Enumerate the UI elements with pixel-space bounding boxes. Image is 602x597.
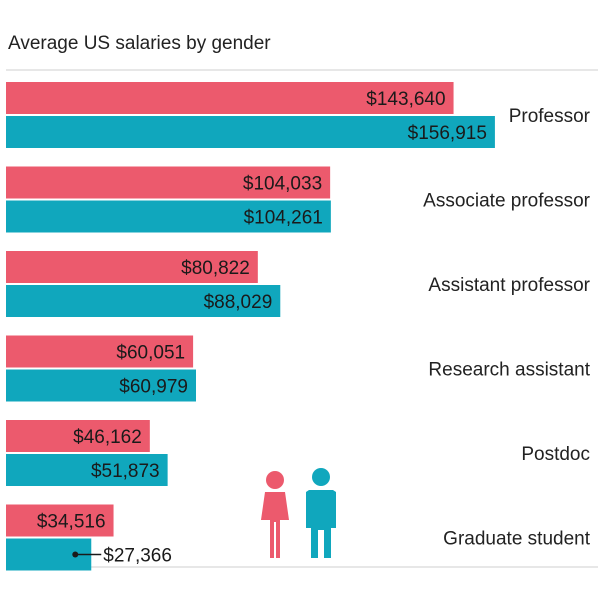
value-label-associate-professor-male: $104,261 [244, 208, 323, 229]
chart-title: Average US salaries by gender [8, 33, 271, 54]
bar-associate-professor-female [6, 166, 331, 199]
value-label-associate-professor-female: $104,033 [243, 174, 322, 195]
category-label-postdoc: Postdoc [521, 444, 590, 465]
category-label-graduate-student: Graduate student [443, 529, 591, 550]
male-figure-icon [306, 468, 336, 558]
bar-assistant-professor-male [6, 285, 281, 317]
value-label-graduate-student-male: $27,366 [103, 546, 172, 567]
value-label-professor-female: $143,640 [366, 89, 445, 110]
value-label-research-assistant-female: $60,051 [116, 343, 185, 364]
bar-graduate-student-female [6, 504, 114, 537]
bar-associate-professor-male [6, 200, 331, 233]
bar-professor-male [6, 116, 495, 148]
value-label-research-assistant-male: $60,979 [119, 377, 188, 398]
category-label-associate-professor: Associate professor [423, 191, 591, 212]
category-label-research-assistant: Research assistant [428, 360, 590, 381]
bar-research-assistant-male [6, 369, 196, 402]
bar-professor-female [6, 82, 454, 114]
bar-postdoc-female [6, 420, 150, 452]
value-label-postdoc-female: $46,162 [73, 427, 142, 448]
value-label-graduate-student-female: $34,516 [37, 512, 106, 533]
value-label-assistant-professor-female: $80,822 [181, 258, 250, 279]
value-label-assistant-professor-male: $88,029 [204, 292, 273, 313]
bar-research-assistant-female [6, 335, 194, 368]
value-label-postdoc-male: $51,873 [91, 461, 160, 482]
bar-assistant-professor-female [6, 251, 258, 283]
value-label-professor-male: $156,915 [408, 123, 487, 144]
bar-postdoc-male [6, 454, 168, 486]
category-label-professor: Professor [509, 106, 591, 127]
female-figure-icon [261, 471, 289, 558]
category-label-assistant-professor: Assistant professor [428, 275, 590, 296]
bars-group: $143,640 $156,915 Professor $104,033 $104,26… [6, 82, 591, 571]
